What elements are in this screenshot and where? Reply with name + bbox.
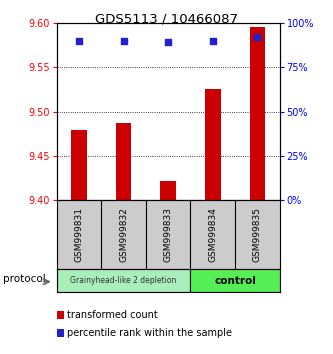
Text: GSM999835: GSM999835 xyxy=(253,207,262,262)
Text: protocol: protocol xyxy=(3,274,46,284)
Text: GSM999834: GSM999834 xyxy=(208,207,217,262)
Text: percentile rank within the sample: percentile rank within the sample xyxy=(67,328,232,338)
Text: GSM999833: GSM999833 xyxy=(164,207,173,262)
Bar xyxy=(71,130,87,200)
Bar xyxy=(116,123,131,200)
Point xyxy=(210,38,215,44)
Text: GDS5113 / 10466087: GDS5113 / 10466087 xyxy=(95,12,238,25)
Point xyxy=(255,34,260,40)
Text: GSM999831: GSM999831 xyxy=(74,207,84,262)
Bar xyxy=(190,269,280,292)
Bar xyxy=(161,182,176,200)
Text: Grainyhead-like 2 depletion: Grainyhead-like 2 depletion xyxy=(70,276,177,285)
Bar xyxy=(57,269,190,292)
Text: GSM999832: GSM999832 xyxy=(119,207,128,262)
Text: transformed count: transformed count xyxy=(67,310,158,320)
Text: control: control xyxy=(214,275,256,286)
Point xyxy=(166,40,171,45)
Bar xyxy=(205,89,220,200)
Point xyxy=(76,38,82,44)
Bar xyxy=(250,27,265,200)
Point xyxy=(121,38,126,44)
